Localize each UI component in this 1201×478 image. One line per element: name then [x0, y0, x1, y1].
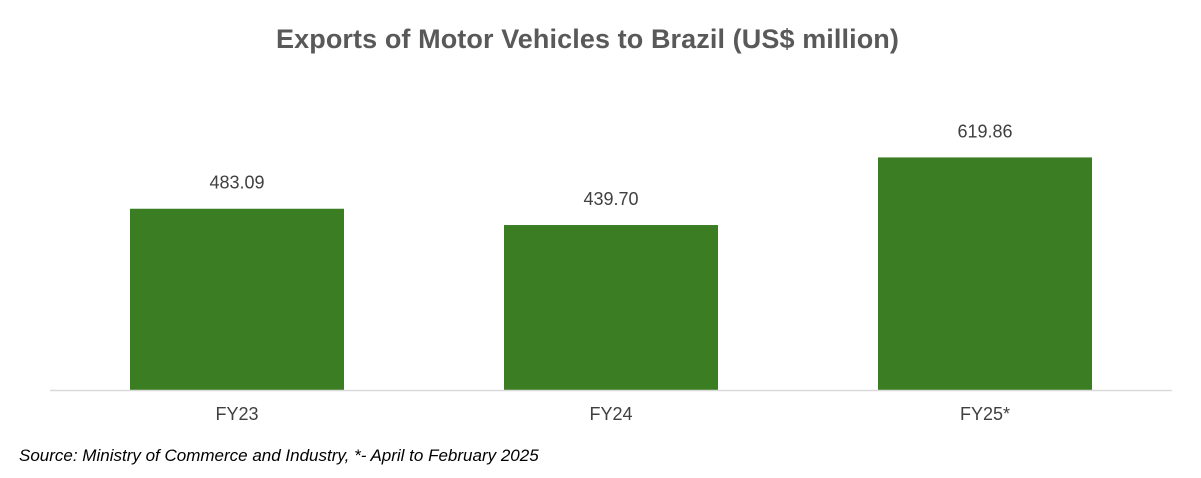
- data-label: 483.09: [209, 173, 264, 193]
- labels-layer: 483.09 FY23 439.70 FY24 619.86 FY25*: [209, 121, 1012, 424]
- data-label: 619.86: [957, 121, 1012, 141]
- x-tick-label: FY25*: [960, 404, 1010, 424]
- chart-title: Exports of Motor Vehicles to Brazil (US$…: [276, 24, 899, 54]
- bar-fy23: [130, 208, 344, 390]
- x-tick-label: FY23: [215, 404, 258, 424]
- bar-fy25: [878, 157, 1092, 390]
- data-label: 439.70: [583, 189, 638, 209]
- x-tick-label: FY24: [589, 404, 632, 424]
- bar-chart: 483.09 FY23 439.70 FY24 619.86 FY25*: [50, 121, 1172, 424]
- bars-layer: [130, 157, 1092, 390]
- bar-fy24: [504, 225, 718, 390]
- source-note: Source: Ministry of Commerce and Industr…: [19, 446, 539, 465]
